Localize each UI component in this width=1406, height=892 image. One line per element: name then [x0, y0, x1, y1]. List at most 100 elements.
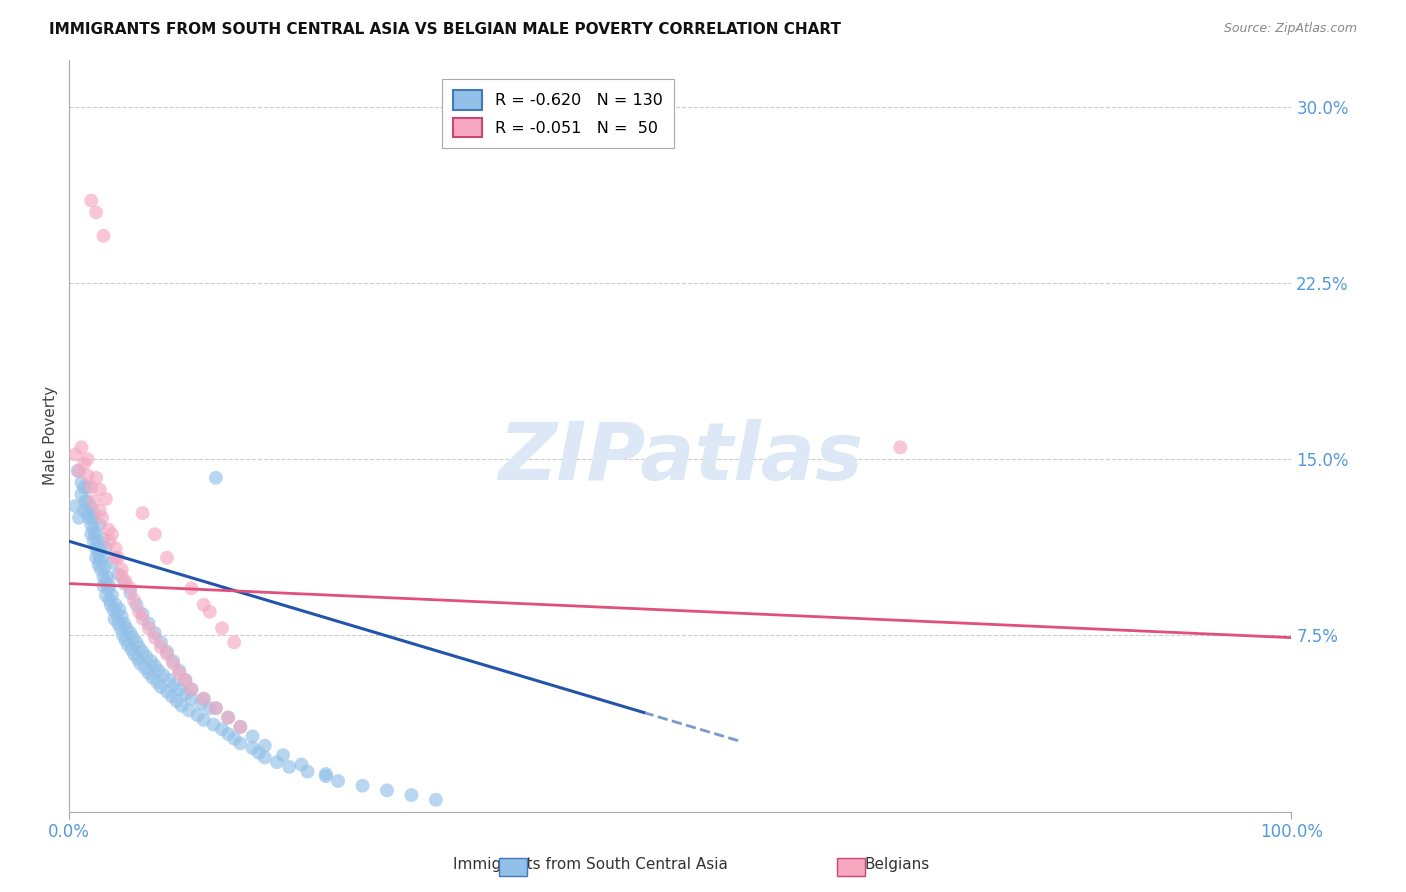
- Point: [107, 567, 129, 582]
- Point: [138, 616, 160, 631]
- Point: [190, 697, 212, 711]
- Point: [253, 750, 276, 764]
- Point: [193, 691, 215, 706]
- Point: [166, 694, 188, 708]
- Point: [73, 504, 96, 518]
- Point: [143, 631, 166, 645]
- Point: [111, 562, 134, 576]
- Point: [112, 576, 135, 591]
- Point: [198, 701, 221, 715]
- Point: [229, 736, 252, 750]
- Point: [180, 682, 202, 697]
- Point: [73, 480, 96, 494]
- Text: Belgians: Belgians: [865, 857, 929, 872]
- Text: ZIPatlas: ZIPatlas: [498, 419, 863, 497]
- Point: [67, 510, 90, 524]
- Point: [83, 506, 105, 520]
- Point: [290, 757, 312, 772]
- Point: [94, 588, 117, 602]
- Point: [101, 556, 124, 570]
- Point: [84, 550, 107, 565]
- Point: [217, 710, 239, 724]
- Point: [104, 598, 127, 612]
- Point: [111, 569, 134, 583]
- Point: [65, 447, 87, 461]
- Point: [205, 471, 228, 485]
- Point: [111, 609, 134, 624]
- Point: [149, 635, 172, 649]
- Point: [89, 504, 111, 518]
- Point: [229, 720, 252, 734]
- Point: [889, 440, 911, 454]
- Point: [101, 588, 124, 602]
- Point: [139, 654, 162, 668]
- Point: [187, 708, 209, 723]
- Point: [115, 621, 138, 635]
- Point: [205, 701, 228, 715]
- Point: [86, 534, 108, 549]
- Point: [163, 678, 186, 692]
- Point: [149, 680, 172, 694]
- Point: [242, 741, 264, 756]
- Point: [129, 657, 152, 671]
- Point: [224, 635, 246, 649]
- Point: [84, 541, 107, 556]
- Point: [174, 687, 197, 701]
- Point: [112, 616, 135, 631]
- Point: [93, 579, 115, 593]
- Point: [83, 494, 105, 508]
- Point: [125, 635, 148, 649]
- Text: Immigrants from South Central Asia: Immigrants from South Central Asia: [453, 857, 728, 872]
- Point: [156, 550, 179, 565]
- Point: [156, 684, 179, 698]
- Point: [127, 652, 149, 666]
- Point: [97, 582, 120, 596]
- Point: [143, 626, 166, 640]
- Point: [128, 605, 150, 619]
- Point: [122, 647, 145, 661]
- Point: [107, 616, 129, 631]
- Point: [114, 574, 136, 589]
- Point: [121, 631, 143, 645]
- Point: [98, 579, 121, 593]
- Point: [103, 612, 125, 626]
- Point: [128, 640, 150, 654]
- Y-axis label: Male Poverty: Male Poverty: [44, 386, 58, 485]
- Point: [89, 553, 111, 567]
- Point: [80, 517, 103, 532]
- Point: [66, 464, 89, 478]
- Point: [120, 586, 142, 600]
- Point: [211, 621, 233, 635]
- Point: [75, 494, 97, 508]
- Point: [108, 602, 131, 616]
- Point: [143, 527, 166, 541]
- Point: [253, 739, 276, 753]
- Point: [79, 499, 101, 513]
- Point: [159, 673, 181, 687]
- Point: [401, 788, 423, 802]
- Point: [87, 546, 110, 560]
- Point: [174, 673, 197, 687]
- Point: [82, 510, 104, 524]
- Point: [65, 499, 87, 513]
- Point: [114, 632, 136, 647]
- Point: [103, 602, 125, 616]
- Point: [167, 664, 190, 678]
- Point: [96, 569, 118, 583]
- Point: [76, 480, 98, 494]
- Point: [91, 510, 114, 524]
- Point: [131, 506, 153, 520]
- Point: [217, 727, 239, 741]
- Point: [104, 550, 127, 565]
- Point: [110, 621, 132, 635]
- Point: [193, 713, 215, 727]
- Point: [80, 480, 103, 494]
- Point: [162, 657, 184, 671]
- Point: [83, 523, 105, 537]
- Point: [87, 558, 110, 572]
- Point: [76, 506, 98, 520]
- Point: [93, 560, 115, 574]
- Point: [167, 682, 190, 697]
- Point: [91, 550, 114, 565]
- Point: [107, 550, 129, 565]
